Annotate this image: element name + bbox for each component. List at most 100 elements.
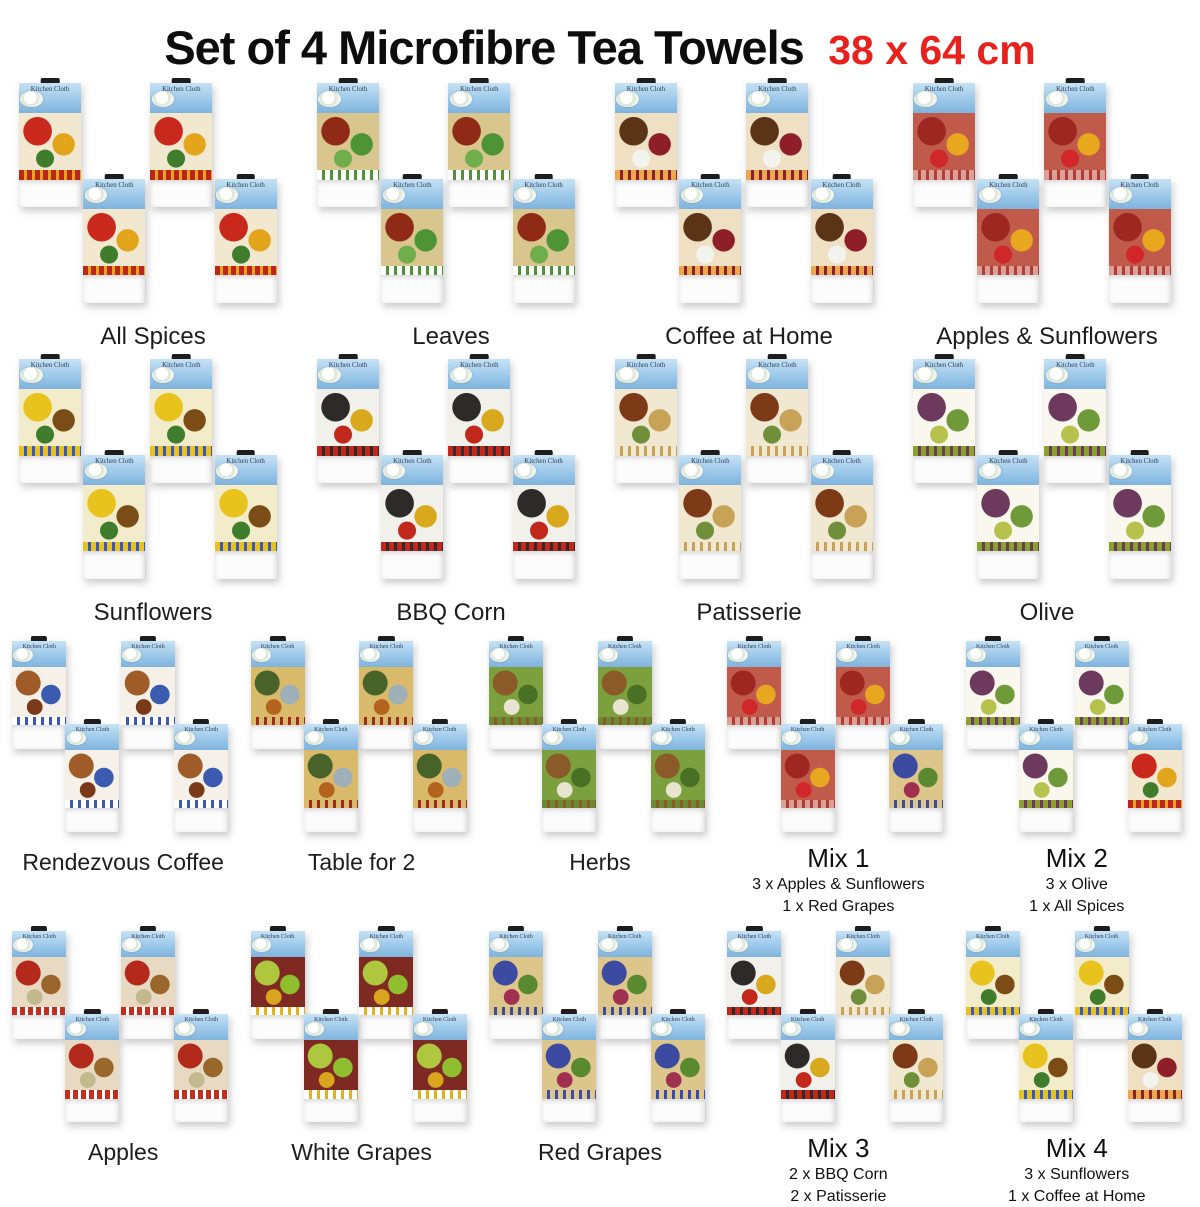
towel-rendezvous-coffee: Kitchen Cloth (65, 719, 120, 833)
towel-cluster: Kitchen Cloth Kitchen Cloth Kitchen Cloth K… (913, 354, 1181, 587)
border-band (65, 1089, 120, 1099)
hang-tab-icon (1146, 1009, 1163, 1016)
plate-icon (413, 1021, 434, 1036)
towel-cluster: Kitchen Cloth Kitchen Cloth Kitchen Cloth K… (19, 78, 287, 311)
border-band (150, 445, 213, 456)
kitchen-cloth-header-card: Kitchen Cloth (250, 931, 305, 958)
kitchen-cloth-header-card: Kitchen Cloth (83, 178, 146, 209)
kitchen-cloth-header-card: Kitchen Cloth (12, 641, 67, 667)
plate-icon (966, 938, 987, 953)
towel-red-grapes: Kitchen Cloth (488, 926, 543, 1040)
towel-white-fold (780, 1098, 835, 1123)
hang-tab-icon (999, 449, 1018, 456)
product-group: Kitchen Cloth Kitchen Cloth Kitchen Cloth K… (12, 636, 234, 876)
card-label: Kitchen Cloth (226, 181, 265, 189)
border-band (83, 265, 146, 276)
towel-apples: Kitchen Cloth (12, 926, 67, 1040)
plate-icon (1020, 1021, 1040, 1036)
towel-print (83, 484, 146, 542)
towel-white-fold (317, 455, 379, 483)
border-band (381, 265, 444, 276)
product-group: Kitchen Cloth Kitchen Cloth Kitchen Cloth K… (965, 926, 1188, 1207)
border-band (12, 1006, 67, 1016)
towel-print (448, 112, 511, 170)
kitchen-cloth-header-card: Kitchen Cloth (303, 1014, 358, 1041)
towel-print (615, 388, 677, 446)
plate-icon (66, 731, 86, 746)
kitchen-cloth-header-card: Kitchen Cloth (727, 641, 782, 667)
towel-print (913, 388, 975, 446)
towel-print (889, 750, 944, 800)
hang-tab-icon (669, 719, 687, 726)
towel-white-fold (12, 1015, 67, 1040)
product-label: Apples & Sunflowers (936, 323, 1158, 350)
plate-icon (13, 938, 33, 953)
plate-icon (652, 1021, 672, 1036)
card-label: Kitchen Cloth (524, 181, 563, 189)
towel-cluster: Kitchen Cloth Kitchen Cloth Kitchen Cloth K… (615, 78, 883, 311)
plate-icon (837, 938, 857, 953)
hang-tab-icon (193, 1009, 210, 1016)
kitchen-cloth-header-card: Kitchen Cloth (448, 359, 511, 389)
kitchen-cloth-header-card: Kitchen Cloth (214, 178, 277, 209)
towel-print (381, 484, 444, 542)
plate-icon (978, 187, 1001, 204)
towel-coffee-at-home: Kitchen Cloth (1127, 1009, 1182, 1123)
card-label: Kitchen Cloth (976, 933, 1010, 940)
towel-white-fold (412, 1098, 467, 1123)
border-band (651, 799, 706, 809)
hang-tab-icon (934, 78, 954, 84)
plate-icon (382, 187, 405, 204)
towel-all-spices: Kitchen Cloth (214, 173, 277, 303)
border-band (746, 445, 809, 456)
towel-cluster: Kitchen Cloth Kitchen Cloth Kitchen Cloth K… (615, 354, 883, 587)
kitchen-cloth-header-card: Kitchen Cloth (977, 178, 1040, 209)
towel-print (651, 750, 706, 800)
kitchen-cloth-header-card: Kitchen Cloth (1074, 931, 1129, 958)
border-band (651, 1089, 706, 1099)
kitchen-cloth-header-card: Kitchen Cloth (542, 1014, 597, 1041)
plate-icon (1109, 463, 1133, 480)
card-label: Kitchen Cloth (1138, 1017, 1172, 1024)
hang-tab-icon (403, 449, 422, 456)
towel-apples-sunflowers: Kitchen Cloth (977, 173, 1040, 303)
towel-white-fold (19, 455, 81, 483)
card-label: Kitchen Cloth (1056, 362, 1095, 370)
towel-white-fold (174, 1098, 229, 1123)
towel-print (597, 666, 652, 717)
hang-tab-icon (40, 78, 60, 84)
towel-print (542, 750, 597, 800)
card-label: Kitchen Cloth (30, 86, 70, 94)
kitchen-cloth-header-card: Kitchen Cloth (977, 454, 1040, 485)
hang-tab-icon (768, 354, 787, 360)
kitchen-cloth-header-card: Kitchen Cloth (913, 83, 975, 113)
kitchen-cloth-header-card: Kitchen Cloth (1108, 454, 1171, 485)
border-band (512, 265, 575, 276)
card-label: Kitchen Cloth (1084, 643, 1119, 650)
towel-apples-sunflowers: Kitchen Cloth (727, 636, 782, 749)
towel-print (174, 750, 229, 800)
card-label: Kitchen Cloth (822, 457, 861, 465)
border-band (1044, 169, 1107, 180)
card-label: Kitchen Cloth (1056, 86, 1095, 94)
border-band (913, 445, 975, 456)
towel-print (965, 666, 1020, 717)
towel-print (1044, 388, 1107, 446)
towel-patisserie: Kitchen Cloth (889, 1009, 944, 1123)
towel-apples: Kitchen Cloth (65, 1009, 120, 1123)
border-band (1108, 265, 1171, 276)
towel-white-fold (214, 275, 277, 303)
towel-print (679, 208, 742, 266)
towel-white-fold (317, 179, 379, 207)
kitchen-cloth-header-card: Kitchen Cloth (512, 178, 575, 209)
towel-sunflowers: Kitchen Cloth (214, 449, 277, 579)
towel-white-fold (12, 725, 67, 749)
plate-icon (1109, 187, 1133, 204)
border-band (679, 541, 742, 552)
hang-tab-icon (322, 719, 339, 726)
kitchen-cloth-header-card: Kitchen Cloth (381, 454, 444, 485)
card-label: Kitchen Cloth (737, 643, 772, 650)
border-band (1044, 445, 1107, 456)
towel-white-fold (381, 551, 444, 579)
plate-icon (513, 187, 537, 204)
